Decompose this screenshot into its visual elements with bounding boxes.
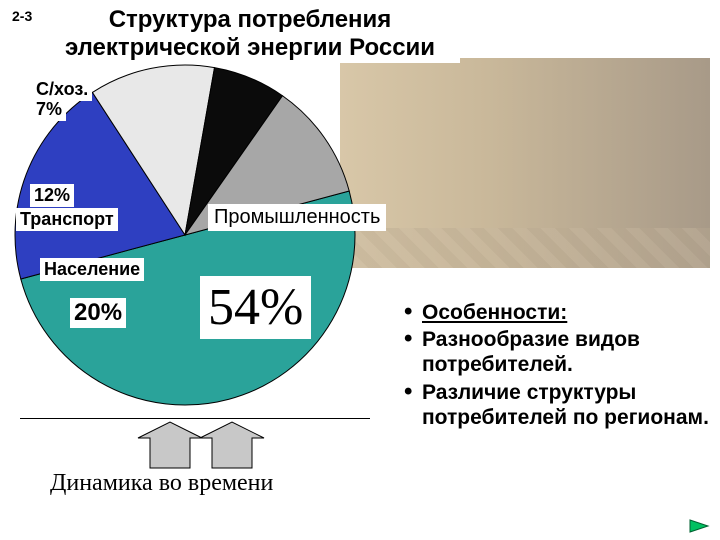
dynamics-caption: Динамика во времени	[50, 470, 273, 497]
label-transport-pct: 12%	[30, 184, 74, 207]
photo-backdrop	[340, 58, 710, 268]
label-transport: Транспорт	[16, 208, 118, 231]
divider	[20, 418, 370, 419]
next-icon[interactable]	[688, 518, 710, 534]
bullet-item: Различие структуры потребителей по регио…	[400, 380, 710, 430]
label-industry: Промышленность	[208, 204, 386, 231]
bullet-list: Особенности: Разнообразие видов потребит…	[400, 300, 710, 432]
bullet-item: Разнообразие видов потребителей.	[400, 327, 710, 377]
page-number: 2-3	[8, 6, 36, 26]
dynamics-arrows	[30, 420, 360, 470]
label-population-pct: 20%	[70, 298, 126, 328]
label-shoz-2: 7%	[32, 98, 66, 121]
bullet-heading: Особенности:	[400, 300, 710, 325]
page-title: Структура потребления электрической энер…	[40, 4, 460, 63]
label-population: Население	[40, 258, 144, 281]
label-industry-pct: 54%	[200, 276, 311, 339]
